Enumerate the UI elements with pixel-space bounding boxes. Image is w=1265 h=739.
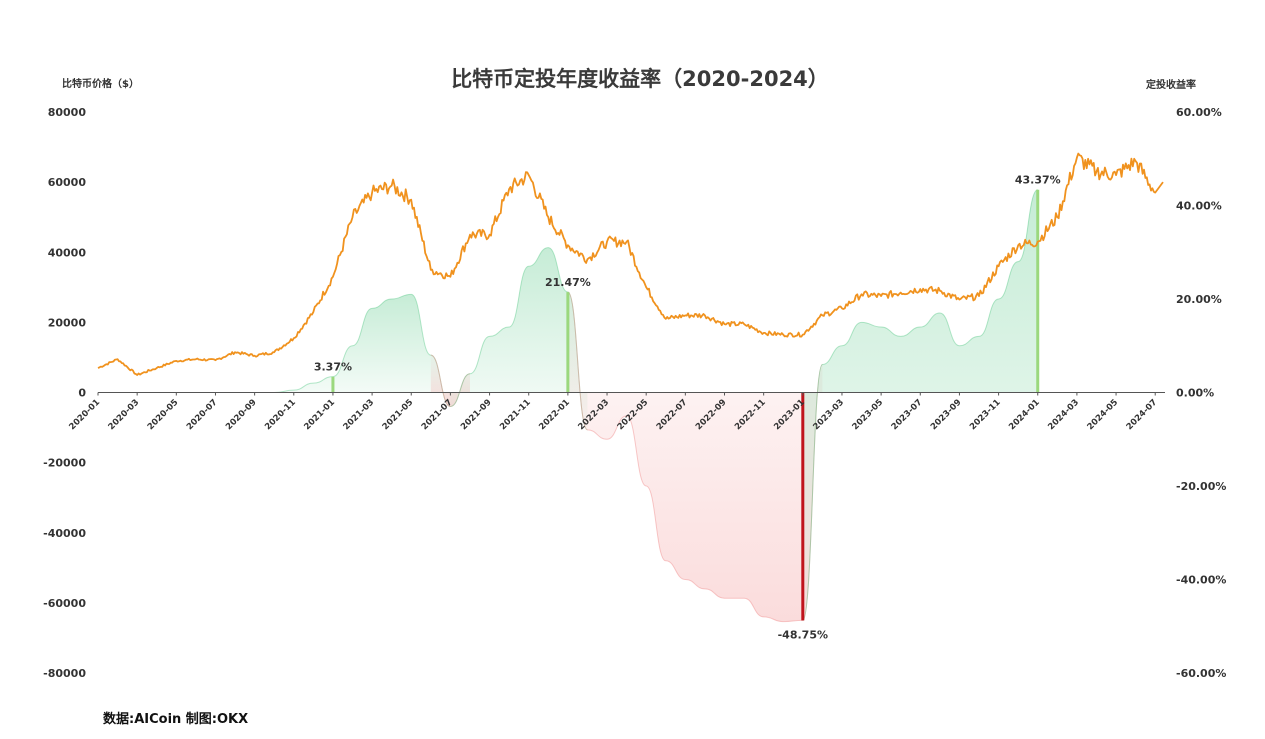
left-tick-label: -20000 xyxy=(43,457,86,470)
annotation-labels: 3.37% 21.47% -48.75% 43.37% xyxy=(314,174,1061,642)
x-tick-label: 2020-01 xyxy=(67,397,102,432)
x-tick-label: 2021-09 xyxy=(459,397,494,432)
annotation-bar xyxy=(801,392,805,621)
chart-title: 比特币定投年度收益率（2020-2024） xyxy=(451,67,829,91)
x-tick-label: 2021-05 xyxy=(381,397,416,432)
x-tick-label: 2020-09 xyxy=(224,397,259,432)
left-tick-label: -80000 xyxy=(43,667,86,680)
right-tick-label: 40.00% xyxy=(1176,200,1222,213)
return-areas xyxy=(97,189,1039,623)
left-axis-ticks: 80000 60000 40000 20000 0 -20000 -40000 -60000 -… xyxy=(43,106,86,680)
x-tick-label: 2024-05 xyxy=(1086,397,1121,432)
annotation-label: 43.37% xyxy=(1015,174,1061,187)
negative-return-area xyxy=(567,291,823,622)
right-tick-label: 20.00% xyxy=(1176,293,1222,306)
left-tick-label: -40000 xyxy=(43,527,86,540)
return-line xyxy=(567,291,823,623)
y2-axis-title: 定投收益率 xyxy=(1146,78,1196,91)
x-tick-label: 2020-11 xyxy=(263,397,298,432)
source-note: 数据:AICoin 制图:OKX xyxy=(103,711,248,727)
left-tick-label: -60000 xyxy=(43,597,86,610)
right-tick-label: -20.00% xyxy=(1176,480,1226,493)
right-axis-ticks: 60.00% 40.00% 20.00% 0.00% -20.00% -40.00% -60… xyxy=(1176,106,1226,680)
x-tick-label: 2021-11 xyxy=(498,397,533,432)
annotation-label: -48.75% xyxy=(778,628,828,641)
x-tick-label: 2023-05 xyxy=(851,397,886,432)
right-tick-label: -60.00% xyxy=(1176,667,1226,680)
price-series xyxy=(97,152,1164,376)
x-tick-label: 2024-07 xyxy=(1125,397,1160,432)
positive-return-area xyxy=(98,294,451,407)
annotation-label: 3.37% xyxy=(314,361,352,374)
x-tick-label: 2021-03 xyxy=(342,397,377,432)
x-tick-label: 2020-05 xyxy=(146,397,181,432)
return-line xyxy=(802,189,1039,621)
right-tick-label: 0.00% xyxy=(1176,387,1214,400)
x-tick-label: 2023-09 xyxy=(929,397,964,432)
annotation-label: 21.47% xyxy=(545,276,591,289)
left-tick-label: 0 xyxy=(78,387,86,400)
x-tick-label: 2023-07 xyxy=(890,397,925,432)
left-tick-label: 40000 xyxy=(48,246,87,259)
positive-return-area xyxy=(450,247,588,430)
annotation-bar xyxy=(331,376,335,393)
x-tick-label: 2021-07 xyxy=(420,397,455,432)
x-tick-label: 2020-07 xyxy=(185,397,220,432)
right-tick-label: 60.00% xyxy=(1176,106,1222,119)
x-tick-label: 2023-11 xyxy=(968,397,1003,432)
annotation-bar xyxy=(1036,189,1040,393)
left-tick-label: 80000 xyxy=(48,106,87,119)
left-tick-label: 60000 xyxy=(48,176,87,189)
x-tick-label: 2024-03 xyxy=(1046,397,1081,432)
x-tick-label: 2022-01 xyxy=(537,397,572,432)
x-tick-label: 2021-01 xyxy=(302,397,337,432)
left-tick-label: 20000 xyxy=(48,316,87,329)
x-tick-label: 2024-01 xyxy=(1007,397,1042,432)
annotation-bars xyxy=(331,189,1040,621)
price-line xyxy=(97,152,1164,376)
x-tick-label: 2020-03 xyxy=(107,397,142,432)
y-axis-title: 比特币价格（$） xyxy=(62,77,139,90)
right-tick-label: -40.00% xyxy=(1176,574,1226,587)
annotation-bar xyxy=(566,292,570,393)
